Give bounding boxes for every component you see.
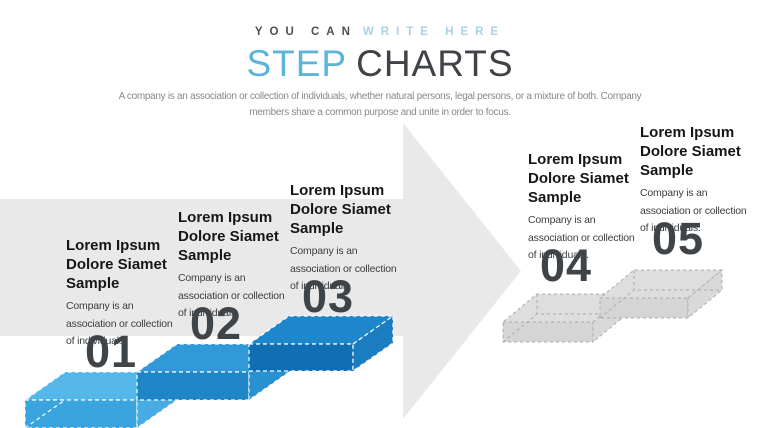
step-03-number: 03 (302, 271, 355, 322)
step-block-03: Lorem Ipsum Dolore Siamet Sample Company i… (290, 181, 412, 321)
step-05-slab-front (599, 297, 689, 319)
step-block-05: Lorem Ipsum Dolore Siamet Sample Company i… (640, 123, 760, 263)
subtitle-line-2: members share a common purpose and unite… (249, 106, 511, 118)
step-01-title: Lorem Ipsum Dolore Siamet Sample (66, 237, 167, 292)
step-03-title: Lorem Ipsum Dolore Siamet Sample (290, 182, 391, 237)
step-01-hidden-edges (24, 399, 66, 428)
page-title-accent: STEP (246, 43, 348, 84)
page-title-dark: CHARTS (356, 43, 514, 84)
step-04-number: 04 (540, 240, 593, 291)
eyebrow-dark-text: YOU CAN (254, 26, 357, 38)
step-03-slab-front (248, 343, 354, 372)
subtitle-line-1: A company is an association or collectio… (118, 91, 642, 102)
arrow-shape (0, 123, 521, 419)
step-05-title: Lorem Ipsum Dolore Siamet Sample (640, 124, 741, 179)
step-block-04: Lorem Ipsum Dolore Siamet Sample Company i… (528, 150, 650, 290)
step-01-number: 01 (85, 326, 138, 377)
step-04-hidden-edges (502, 294, 627, 343)
step-03-slab-side (352, 315, 394, 372)
step-04-slab-front (502, 321, 594, 343)
step-02-body: Company is an association or collection of… (178, 272, 285, 319)
step-03-body: Company is an association or collection of… (290, 245, 397, 292)
step-05-slab-side (687, 269, 723, 319)
step-05-body: Company is an association or collection of… (640, 187, 747, 234)
eyebrow: YOU CAN WRITE HERE (0, 26, 760, 38)
step-01-slab-front (24, 399, 138, 428)
step-02-number: 02 (190, 298, 243, 349)
eyebrow-accent-text: WRITE HERE (362, 26, 506, 38)
step-block-02: Lorem Ipsum Dolore Siamet Sample Company i… (178, 208, 300, 348)
subtitle: A company is an association or collectio… (0, 89, 760, 120)
step-04-body: Company is an association or collection of… (528, 214, 635, 261)
page-title: STEP CHARTS (0, 44, 760, 84)
step-02-slab-front (136, 371, 250, 401)
step-04-title: Lorem Ipsum Dolore Siamet Sample (528, 151, 629, 206)
step-03-slab-top (248, 315, 394, 345)
step-05-number: 05 (652, 213, 705, 264)
step-05-hidden-edges (599, 270, 722, 319)
step-block-01: Lorem Ipsum Dolore Siamet Sample Company i… (66, 236, 188, 376)
step-03-slab (248, 315, 394, 372)
step-02-title: Lorem Ipsum Dolore Siamet Sample (178, 209, 279, 264)
step-01-body: Company is an association or collection of… (66, 300, 173, 347)
step-05-slab (599, 269, 723, 319)
